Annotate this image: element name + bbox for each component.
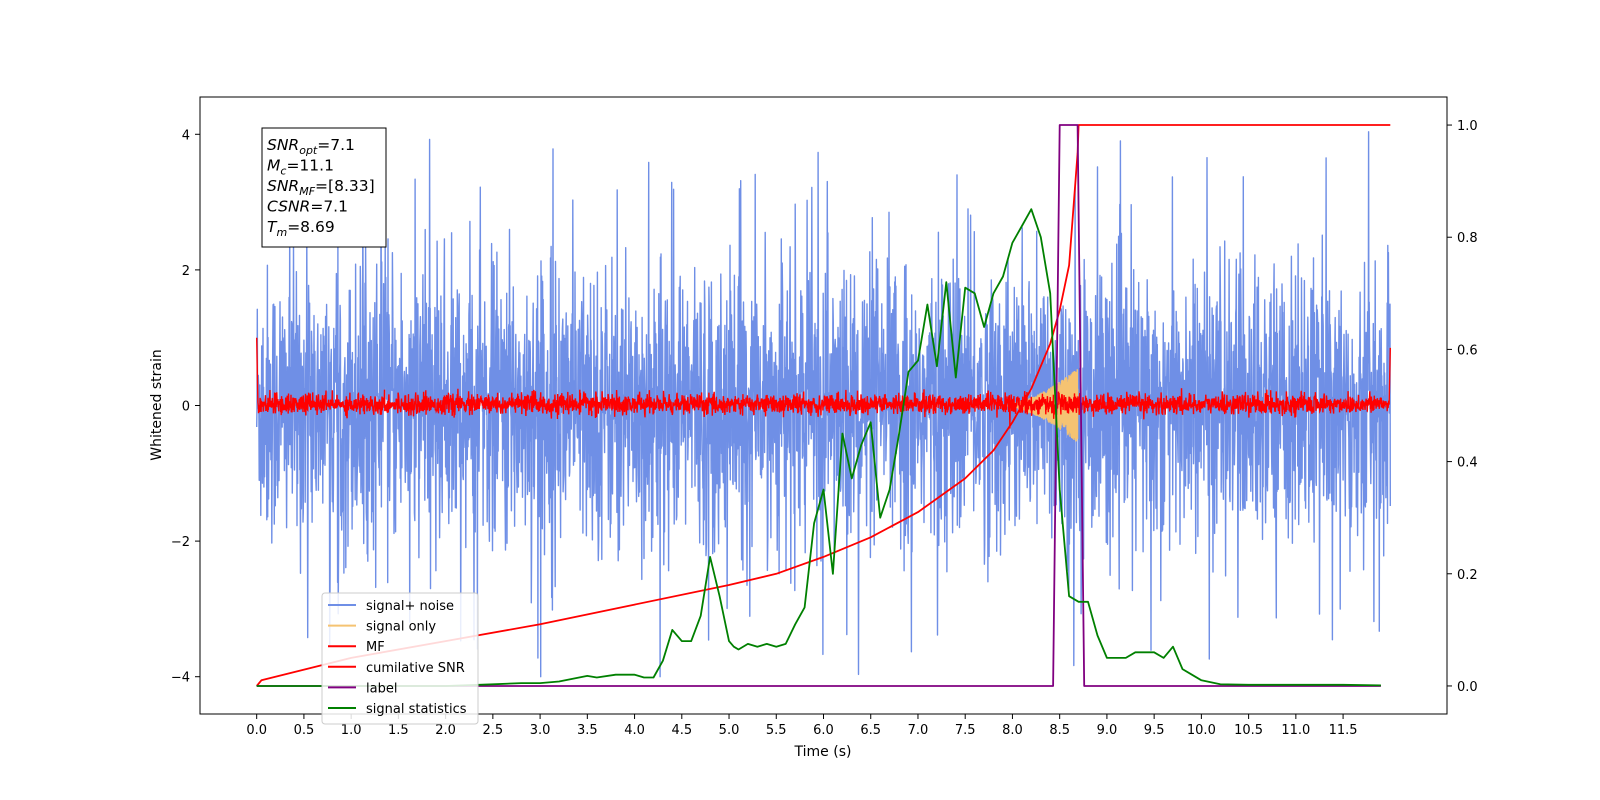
legend-entry-label: signal only [366, 620, 436, 635]
x-tick-label: 2.0 [435, 723, 456, 738]
legend: signal+ noise signal only MF cumilative SNR… [321, 592, 479, 725]
info-subscript: opt [299, 144, 318, 157]
x-tick-label: 11.0 [1281, 723, 1310, 738]
y-tick-label: 4 [182, 128, 190, 143]
x-tick-label: 5.0 [719, 723, 740, 738]
info-symbol: T [267, 218, 278, 236]
info-subscript: MF [299, 185, 315, 198]
x-tick-label: 0.0 [246, 723, 267, 738]
info-line: SNRMF=[8.33] [267, 177, 375, 198]
legend-frame [321, 592, 479, 725]
y2-tick-label: 0.2 [1457, 568, 1478, 583]
y-tick-label: −4 [171, 671, 190, 686]
info-symbol: SNR [267, 177, 299, 195]
x-axis-label: Time (s) [794, 744, 852, 760]
series-label [256, 124, 1381, 687]
info-symbol: CSNR [267, 198, 310, 216]
x-tick-label: 3.0 [530, 723, 551, 738]
x-tick-label: 7.5 [955, 723, 976, 738]
info-line: CSNR=7.1 [267, 198, 348, 216]
series-signal-statistics [256, 208, 1381, 687]
x-tick-label: 10.0 [1187, 723, 1216, 738]
x-axis: 0.0 0.5 1.0 1.5 2.0 2.5 3.0 3.5 4.0 4.5 5.0 5.5 6.0 6… [246, 714, 1358, 738]
x-tick-label: 9.5 [1144, 723, 1165, 738]
y2-tick-label: 1.0 [1457, 119, 1478, 134]
x-tick-label: 2.5 [483, 723, 504, 738]
y-tick-label: −2 [171, 535, 190, 550]
y-axis-right: 0.0 0.2 0.4 0.6 0.8 1.0 [1447, 119, 1478, 695]
legend-entry-label: cumilative SNR [366, 661, 465, 676]
x-tick-label: 4.5 [671, 723, 692, 738]
x-tick-label: 11.5 [1329, 723, 1358, 738]
y-tick-label: 0 [182, 400, 190, 415]
legend-entry-label: MF [366, 640, 385, 655]
info-value: =7.1 [310, 198, 348, 216]
info-symbol: M [267, 157, 280, 175]
x-tick-label: 6.5 [860, 723, 881, 738]
x-tick-label: 5.5 [766, 723, 787, 738]
x-tick-label: 1.5 [388, 723, 409, 738]
legend-entry-label: signal statistics [366, 702, 467, 717]
legend-entry-label: signal+ noise [366, 599, 454, 614]
y2-tick-label: 0.6 [1457, 343, 1478, 358]
y-axis-label: Whitened strain [149, 349, 165, 460]
info-subscript: m [276, 226, 287, 239]
x-tick-label: 6.0 [813, 723, 834, 738]
x-tick-label: 8.5 [1049, 723, 1070, 738]
info-line: Mc=11.1 [267, 157, 334, 178]
x-tick-label: 3.5 [577, 723, 598, 738]
x-tick-label: 8.0 [1002, 723, 1023, 738]
info-line: Tm=8.69 [267, 218, 335, 239]
info-value: =7.1 [317, 136, 355, 154]
x-tick-label: 0.5 [294, 723, 315, 738]
info-symbol: SNR [267, 136, 299, 154]
info-value: =8.69 [287, 218, 335, 236]
x-tick-label: 7.0 [908, 723, 929, 738]
info-line: SNRopt=7.1 [267, 136, 355, 157]
x-tick-label: 1.0 [341, 723, 362, 738]
y2-tick-label: 0.0 [1457, 680, 1478, 695]
y-tick-label: 2 [182, 264, 190, 279]
y-axis-left: −4 −2 0 2 4 [171, 128, 200, 686]
y2-tick-label: 0.8 [1457, 231, 1478, 246]
x-tick-label: 4.0 [624, 723, 645, 738]
info-box-frame [261, 127, 387, 248]
y2-tick-label: 0.4 [1457, 456, 1478, 471]
series-mf [256, 337, 1391, 429]
info-value: =[8.33] [315, 177, 375, 195]
legend-entry-label: label [366, 681, 397, 696]
info-box: SNRopt=7.1Mc=11.1SNRMF=[8.33]CSNR=7.1Tm=… [261, 127, 387, 248]
x-tick-label: 10.5 [1234, 723, 1263, 738]
info-subscript: c [280, 165, 286, 178]
info-value: =11.1 [286, 157, 334, 175]
x-tick-label: 9.0 [1097, 723, 1118, 738]
